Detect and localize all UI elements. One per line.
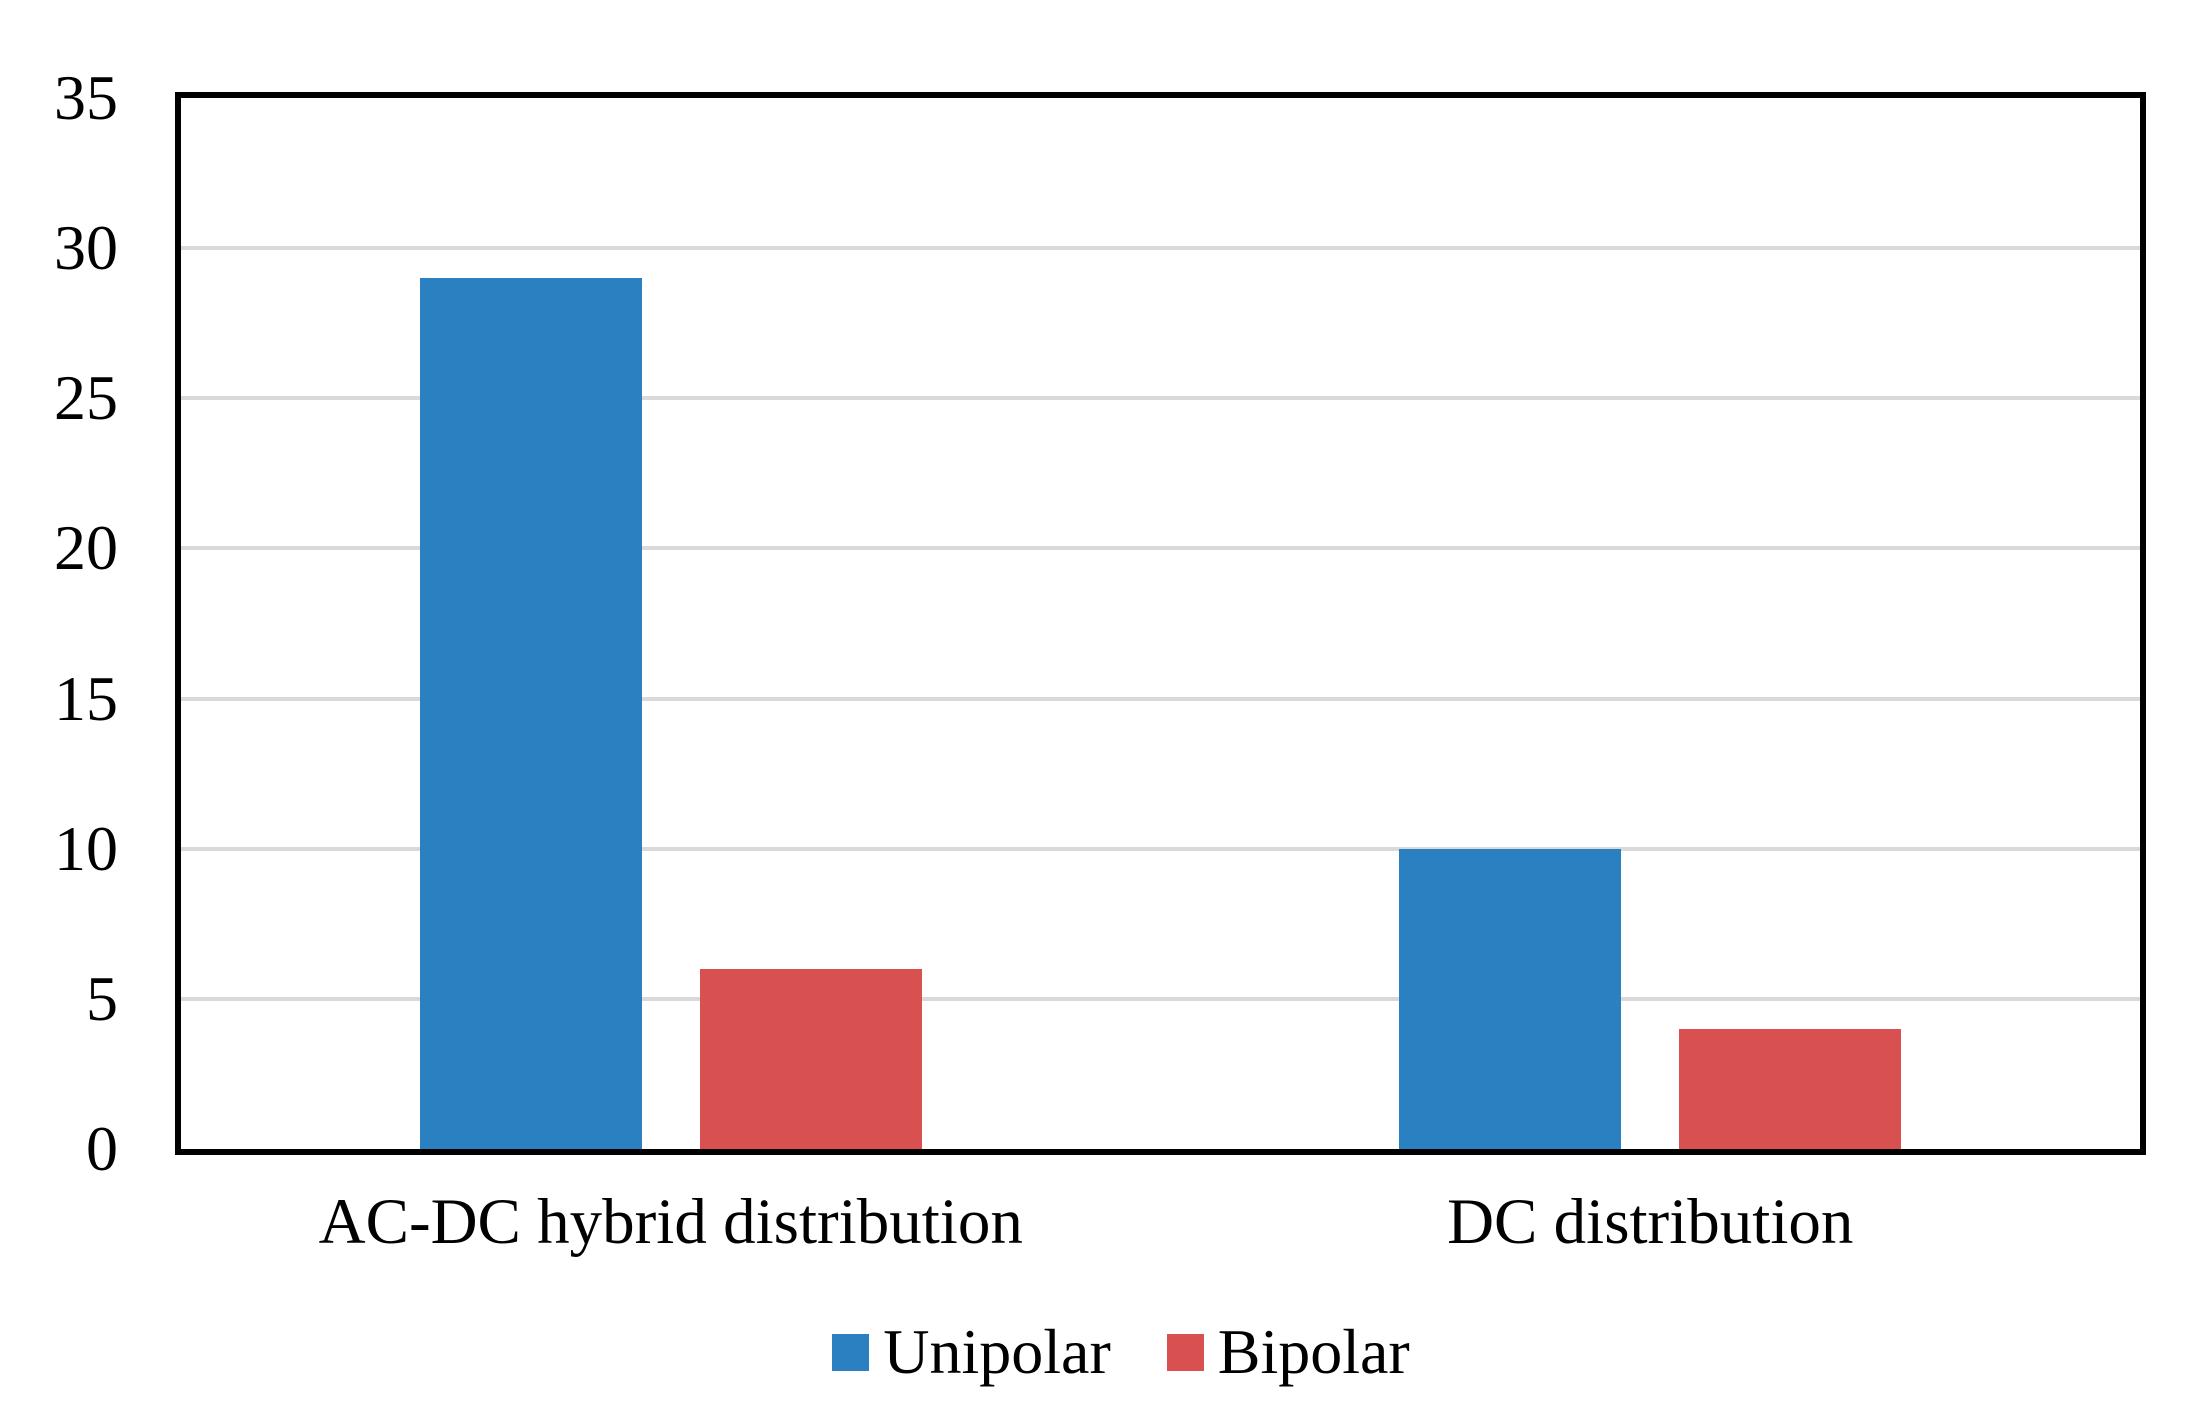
legend-label: Bipolar	[1217, 1316, 1410, 1387]
gridline-25	[181, 396, 2140, 401]
bar-bipolar-category-1	[699, 968, 922, 1149]
y-tick-label-25: 25	[54, 362, 118, 434]
y-tick-label-0: 0	[86, 1113, 118, 1184]
legend-swatch-bipolar-icon	[1166, 1333, 1204, 1371]
legend-swatch-unipolar-icon	[832, 1333, 870, 1371]
legend-item-unipolar: Unipolar	[832, 1320, 1111, 1384]
y-axis-tick-labels: 0 5 10 15 20 25 30 35	[0, 66, 130, 1181]
gridline-15	[181, 696, 2140, 701]
bar-unipolar-category-2	[1399, 848, 1622, 1149]
y-tick-label-10: 10	[54, 812, 118, 884]
gridline-30	[181, 246, 2140, 251]
legend-item-bipolar: Bipolar	[1166, 1316, 1410, 1387]
y-tick-label-5: 5	[86, 962, 118, 1034]
y-tick-label-20: 20	[54, 512, 118, 584]
y-tick-label-35: 35	[54, 62, 118, 133]
y-tick-label-30: 30	[54, 212, 118, 284]
gridline-10	[181, 846, 2140, 851]
plot-area	[175, 92, 2146, 1155]
gridline-5	[181, 996, 2140, 1001]
bar-bipolar-category-2	[1679, 1028, 1902, 1149]
category-label: AC-DC hybrid distribution	[318, 1186, 1023, 1258]
x-axis-category-labels: AC-DC hybrid distribution DC distribution	[181, 1190, 2140, 1280]
legend-items: Unipolar Bipolar	[832, 1316, 1410, 1387]
bar-unipolar-category-1	[419, 278, 642, 1149]
gridline-20	[181, 546, 2140, 551]
legend-label: Unipolar	[883, 1316, 1111, 1387]
legend: Unipolar Bipolar	[0, 1320, 2208, 1384]
y-tick-label-15: 15	[54, 662, 118, 734]
category-label: DC distribution	[1447, 1186, 1854, 1258]
plot-inner	[181, 98, 2140, 1149]
